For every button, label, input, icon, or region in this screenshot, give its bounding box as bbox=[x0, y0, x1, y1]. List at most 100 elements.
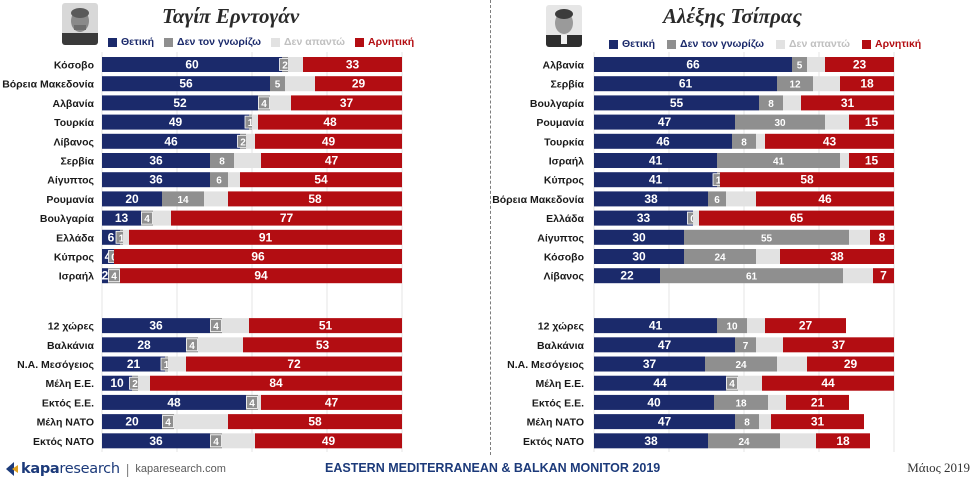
value-label-positive: 21 bbox=[127, 357, 141, 371]
bar-segment-negative bbox=[720, 172, 894, 188]
value-label-positive: 56 bbox=[179, 77, 193, 91]
value-label-positive: 36 bbox=[149, 319, 163, 333]
value-label-positive: 46 bbox=[164, 134, 178, 148]
value-label-positive: 61 bbox=[679, 77, 693, 91]
bar-segment-positive bbox=[594, 76, 777, 92]
value-label-negative: 58 bbox=[308, 192, 322, 206]
category-label: Μέλη ΝΑΤΟ bbox=[37, 417, 94, 429]
footer-brand: kaparesearch | kaparesearch.com bbox=[6, 460, 226, 478]
bar-segment-positive bbox=[102, 375, 132, 391]
bar-segment-positive bbox=[102, 268, 108, 284]
bar-segment-positive bbox=[594, 414, 735, 430]
bar-segment-no-answer bbox=[813, 76, 840, 92]
bar-segment-positive bbox=[102, 356, 165, 372]
bar-segment-no-answer bbox=[174, 414, 228, 430]
value-label-dont-know: 4 bbox=[213, 322, 219, 333]
category-label: Αλβανία bbox=[53, 98, 95, 110]
chart-title-right: Αλέξης Τσίπρας bbox=[663, 4, 802, 28]
bar-segment-positive bbox=[102, 229, 120, 245]
value-label-positive: 46 bbox=[656, 134, 670, 148]
category-label: Αίγυπτος bbox=[537, 232, 584, 244]
bar-segment-positive bbox=[594, 394, 714, 410]
bar-segment-positive bbox=[594, 249, 684, 264]
category-label: Σερβία bbox=[60, 156, 94, 168]
value-label-negative: 29 bbox=[352, 77, 366, 91]
value-label-dont-know: 10 bbox=[726, 322, 738, 333]
bar-segment-no-answer bbox=[777, 356, 807, 372]
value-label-dont-know: 4 bbox=[249, 398, 255, 409]
legend-label-dont-know: Δεν τον γνωρίζω bbox=[680, 38, 764, 50]
bar-segment-no-answer bbox=[738, 375, 762, 391]
bar-segment-dont-know bbox=[660, 268, 843, 284]
bar-segment-positive bbox=[102, 191, 162, 207]
value-label-positive: 47 bbox=[658, 338, 672, 352]
bar-segment-no-answer bbox=[222, 318, 249, 334]
value-label-positive: 36 bbox=[149, 173, 163, 187]
category-label: Ρουμανία bbox=[46, 194, 94, 206]
legend-left: Θετική Δεν τον γνωρίζω Δεν απαντώ Αρνητι… bbox=[108, 36, 414, 48]
bar-segment-no-answer bbox=[246, 133, 255, 149]
value-label-positive: 2 bbox=[102, 269, 109, 283]
value-label-dont-know: 4 bbox=[111, 272, 117, 283]
value-label-positive: 44 bbox=[653, 376, 667, 390]
bar-segment-negative bbox=[243, 337, 402, 353]
legend-swatch-no-answer bbox=[270, 37, 280, 47]
value-label-negative: 33 bbox=[346, 58, 360, 72]
value-label-negative: 18 bbox=[860, 77, 874, 91]
value-label-negative: 37 bbox=[832, 338, 846, 352]
bar-segment-negative bbox=[765, 318, 846, 334]
bar-segment-no-answer bbox=[693, 210, 699, 226]
category-label: Κόσοβο bbox=[544, 252, 584, 264]
legend-label-negative: Αρνητική bbox=[368, 36, 415, 48]
value-label-dont-know: 2 bbox=[240, 137, 246, 148]
value-label-negative: 27 bbox=[799, 319, 813, 333]
kapa-logo-icon bbox=[6, 462, 18, 476]
bar-segment-positive bbox=[594, 114, 735, 130]
value-label-positive: 41 bbox=[649, 154, 663, 168]
bar-segment-negative bbox=[816, 433, 870, 449]
bar-segment-negative bbox=[129, 229, 402, 245]
bar-segment-positive bbox=[594, 191, 708, 207]
value-label-dont-know: 12 bbox=[789, 80, 801, 91]
bar-segment-positive bbox=[102, 172, 210, 188]
portrait-tsipras-icon bbox=[546, 5, 582, 47]
value-label-negative: 47 bbox=[325, 154, 339, 168]
value-label-positive: 20 bbox=[125, 192, 139, 206]
brand-url[interactable]: kaparesearch.com bbox=[135, 463, 226, 475]
bar-segment-positive bbox=[102, 57, 282, 72]
value-label-negative: 51 bbox=[319, 319, 333, 333]
bar-segment-positive bbox=[594, 57, 792, 72]
value-label-positive: 30 bbox=[632, 230, 646, 244]
bar-segment-dont-know bbox=[714, 394, 768, 410]
value-label-positive: 41 bbox=[649, 319, 663, 333]
category-label: Αλβανία bbox=[543, 60, 585, 72]
bar-segment-no-answer bbox=[168, 356, 186, 372]
bar-segment-positive bbox=[594, 229, 684, 245]
bar-segment-negative bbox=[771, 414, 864, 430]
bar-segment-dont-know bbox=[684, 229, 849, 245]
value-label-negative: 37 bbox=[340, 96, 354, 110]
value-label-box bbox=[210, 319, 222, 333]
bar-segment-positive bbox=[594, 95, 759, 111]
bar-segment-negative bbox=[825, 57, 894, 72]
category-label: Βόρεια Μακεδονία bbox=[2, 79, 94, 91]
value-label-dont-know: 8 bbox=[219, 157, 225, 168]
value-label-dont-know: 24 bbox=[714, 253, 726, 264]
chart-title-left: Ταγίπ Ερντογάν bbox=[162, 4, 300, 28]
legend-swatch-negative bbox=[862, 39, 872, 49]
bar-segment-dont-know bbox=[708, 191, 726, 207]
category-label: Κύπρος bbox=[544, 175, 585, 187]
value-label-negative: 58 bbox=[308, 415, 322, 429]
bar-segment-dont-know bbox=[792, 57, 807, 72]
value-label-negative: 15 bbox=[865, 154, 879, 168]
bar-segment-negative bbox=[261, 394, 402, 410]
bar-segment-no-answer bbox=[768, 394, 786, 410]
value-label-box bbox=[258, 96, 270, 110]
category-label: Βόρεια Μακεδονία bbox=[492, 194, 584, 206]
category-label: Ελλάδα bbox=[546, 213, 584, 225]
category-label: Λίβανος bbox=[54, 136, 95, 148]
bar-segment-negative bbox=[315, 76, 402, 92]
value-label-positive: 47 bbox=[658, 115, 672, 129]
bar-segment-negative bbox=[849, 114, 894, 130]
